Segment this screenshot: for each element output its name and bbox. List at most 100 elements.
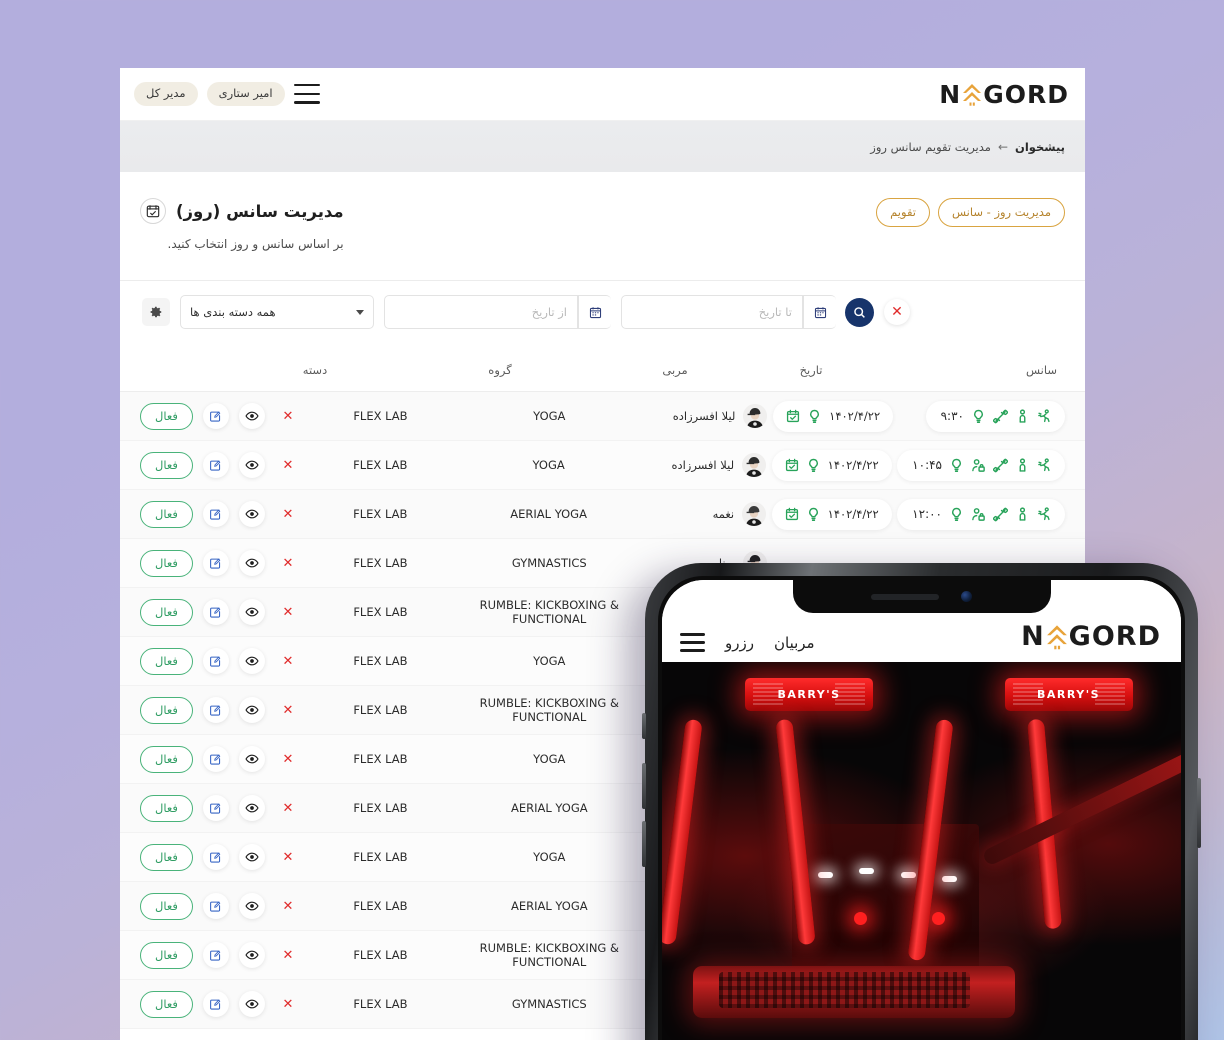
status-badge[interactable]: فعال: [140, 843, 193, 871]
lightbulb-icon[interactable]: [807, 409, 822, 424]
runner-icon[interactable]: [1037, 506, 1052, 522]
clear-x-icon[interactable]: ✕: [884, 299, 910, 325]
lightbulb-icon[interactable]: [806, 458, 821, 473]
eye-icon[interactable]: [238, 403, 265, 429]
date-from-input[interactable]: [384, 295, 578, 329]
edit-pencil-icon[interactable]: [202, 844, 229, 870]
eye-icon[interactable]: [238, 942, 265, 968]
lightbulb-icon[interactable]: [971, 409, 986, 424]
person-lock-icon[interactable]: [971, 458, 986, 473]
status-badge[interactable]: فعال: [140, 990, 193, 1018]
status-badge[interactable]: فعال: [140, 598, 193, 626]
phone-nav-trainers[interactable]: مربیان: [773, 633, 815, 652]
phone-nav-reserve[interactable]: رزرو: [725, 633, 754, 652]
calendar-icon[interactable]: [578, 295, 611, 329]
calendar-check-icon[interactable]: [785, 507, 799, 521]
eye-icon[interactable]: [238, 844, 265, 870]
delete-x-icon[interactable]: ✕: [282, 751, 294, 767]
status-badge[interactable]: فعال: [140, 696, 193, 724]
edit-pencil-icon[interactable]: [202, 893, 229, 919]
lightbulb-icon[interactable]: [806, 507, 821, 522]
brand-logo[interactable]: GORD N: [939, 79, 1069, 109]
session-chip[interactable]: ۱۲:۰۰: [897, 498, 1065, 530]
person-icon[interactable]: [1015, 506, 1030, 522]
runner-icon[interactable]: [1037, 408, 1052, 424]
edit-pencil-icon[interactable]: [202, 746, 229, 772]
calendar-check-icon[interactable]: [785, 458, 799, 472]
edit-pencil-icon[interactable]: [202, 991, 229, 1017]
user-role-chip[interactable]: مدیر کل: [134, 81, 198, 107]
delete-x-icon[interactable]: ✕: [282, 800, 294, 816]
edit-pencil-icon[interactable]: [202, 942, 229, 968]
table-row[interactable]: ۹:۳۰ ۱۴۰۲/۴/۲۲ لیلا افسرزاده YOGA FLEX LAB فع…: [120, 392, 1085, 441]
calendar-icon[interactable]: [803, 295, 836, 329]
status-badge[interactable]: فعال: [140, 500, 193, 528]
date-chip[interactable]: ۱۴۰۲/۴/۲۲: [771, 449, 892, 481]
breadcrumb-home[interactable]: پیشخوان: [1015, 139, 1065, 154]
status-badge[interactable]: فعال: [140, 451, 193, 479]
calendar-check-icon[interactable]: [786, 409, 800, 423]
user-name-chip[interactable]: امیر ستاری: [206, 81, 285, 107]
status-badge[interactable]: فعال: [140, 745, 193, 773]
status-badge[interactable]: فعال: [140, 941, 193, 969]
edit-pencil-icon[interactable]: [202, 403, 229, 429]
dumbbell-icon[interactable]: [993, 409, 1008, 424]
delete-x-icon[interactable]: ✕: [282, 653, 294, 669]
dumbbell-icon[interactable]: [993, 507, 1008, 522]
person-icon[interactable]: [1015, 408, 1030, 424]
delete-x-icon[interactable]: ✕: [282, 947, 294, 963]
delete-x-icon[interactable]: ✕: [282, 898, 294, 914]
phone-mute-button[interactable]: [642, 713, 646, 739]
edit-pencil-icon[interactable]: [202, 550, 229, 576]
table-row[interactable]: ۱۰:۴۵ ۱۴۰۲/۴/۲۲ لیلا افسرزاده YOGA FLEX LAB ف…: [120, 441, 1085, 490]
hamburger-menu-icon[interactable]: [293, 83, 320, 104]
status-badge[interactable]: فعال: [140, 892, 193, 920]
eye-icon[interactable]: [238, 452, 265, 478]
eye-icon[interactable]: [238, 991, 265, 1017]
hamburger-menu-icon[interactable]: [680, 633, 705, 652]
status-badge[interactable]: فعال: [140, 794, 193, 822]
date-chip[interactable]: ۱۴۰۲/۴/۲۲: [771, 498, 892, 530]
delete-x-icon[interactable]: ✕: [282, 457, 294, 473]
date-chip[interactable]: ۱۴۰۲/۴/۲۲: [773, 400, 894, 432]
phone-volume-down-button[interactable]: [642, 821, 646, 867]
runner-icon[interactable]: [1037, 457, 1052, 473]
dumbbell-icon[interactable]: [993, 458, 1008, 473]
delete-x-icon[interactable]: ✕: [282, 996, 294, 1012]
edit-pencil-icon[interactable]: [202, 452, 229, 478]
phone-brand-logo[interactable]: GORD N: [1021, 621, 1161, 652]
person-icon[interactable]: [1015, 457, 1030, 473]
status-badge[interactable]: فعال: [140, 647, 193, 675]
edit-pencil-icon[interactable]: [202, 599, 229, 625]
lightbulb-icon[interactable]: [949, 458, 964, 473]
eye-icon[interactable]: [238, 550, 265, 576]
delete-x-icon[interactable]: ✕: [282, 849, 294, 865]
status-badge[interactable]: فعال: [140, 549, 193, 577]
person-lock-icon[interactable]: [971, 507, 986, 522]
delete-x-icon[interactable]: ✕: [282, 604, 294, 620]
status-badge[interactable]: فعال: [140, 402, 193, 430]
eye-icon[interactable]: [238, 746, 265, 772]
date-to-input[interactable]: [621, 295, 803, 329]
edit-pencil-icon[interactable]: [202, 697, 229, 723]
table-row[interactable]: ۱۲:۰۰ ۱۴۰۲/۴/۲۲ نغمه AERIAL YOGA FLEX LAB فعا…: [120, 490, 1085, 539]
gear-icon[interactable]: [142, 298, 170, 326]
eye-icon[interactable]: [238, 795, 265, 821]
tab-calendar[interactable]: تقویم: [876, 198, 930, 227]
eye-icon[interactable]: [238, 893, 265, 919]
edit-pencil-icon[interactable]: [202, 501, 229, 527]
phone-power-button[interactable]: [1197, 778, 1201, 848]
phone-volume-up-button[interactable]: [642, 763, 646, 809]
eye-icon[interactable]: [238, 648, 265, 674]
eye-icon[interactable]: [238, 697, 265, 723]
session-chip[interactable]: ۱۰:۴۵: [897, 449, 1065, 481]
category-filter-select[interactable]: همه دسته بندی ها: [180, 295, 374, 329]
edit-pencil-icon[interactable]: [202, 648, 229, 674]
delete-x-icon[interactable]: ✕: [282, 555, 294, 571]
delete-x-icon[interactable]: ✕: [282, 702, 294, 718]
eye-icon[interactable]: [238, 501, 265, 527]
delete-x-icon[interactable]: ✕: [282, 506, 294, 522]
edit-pencil-icon[interactable]: [202, 795, 229, 821]
delete-x-icon[interactable]: ✕: [282, 408, 294, 424]
session-chip[interactable]: ۹:۳۰: [925, 400, 1065, 432]
